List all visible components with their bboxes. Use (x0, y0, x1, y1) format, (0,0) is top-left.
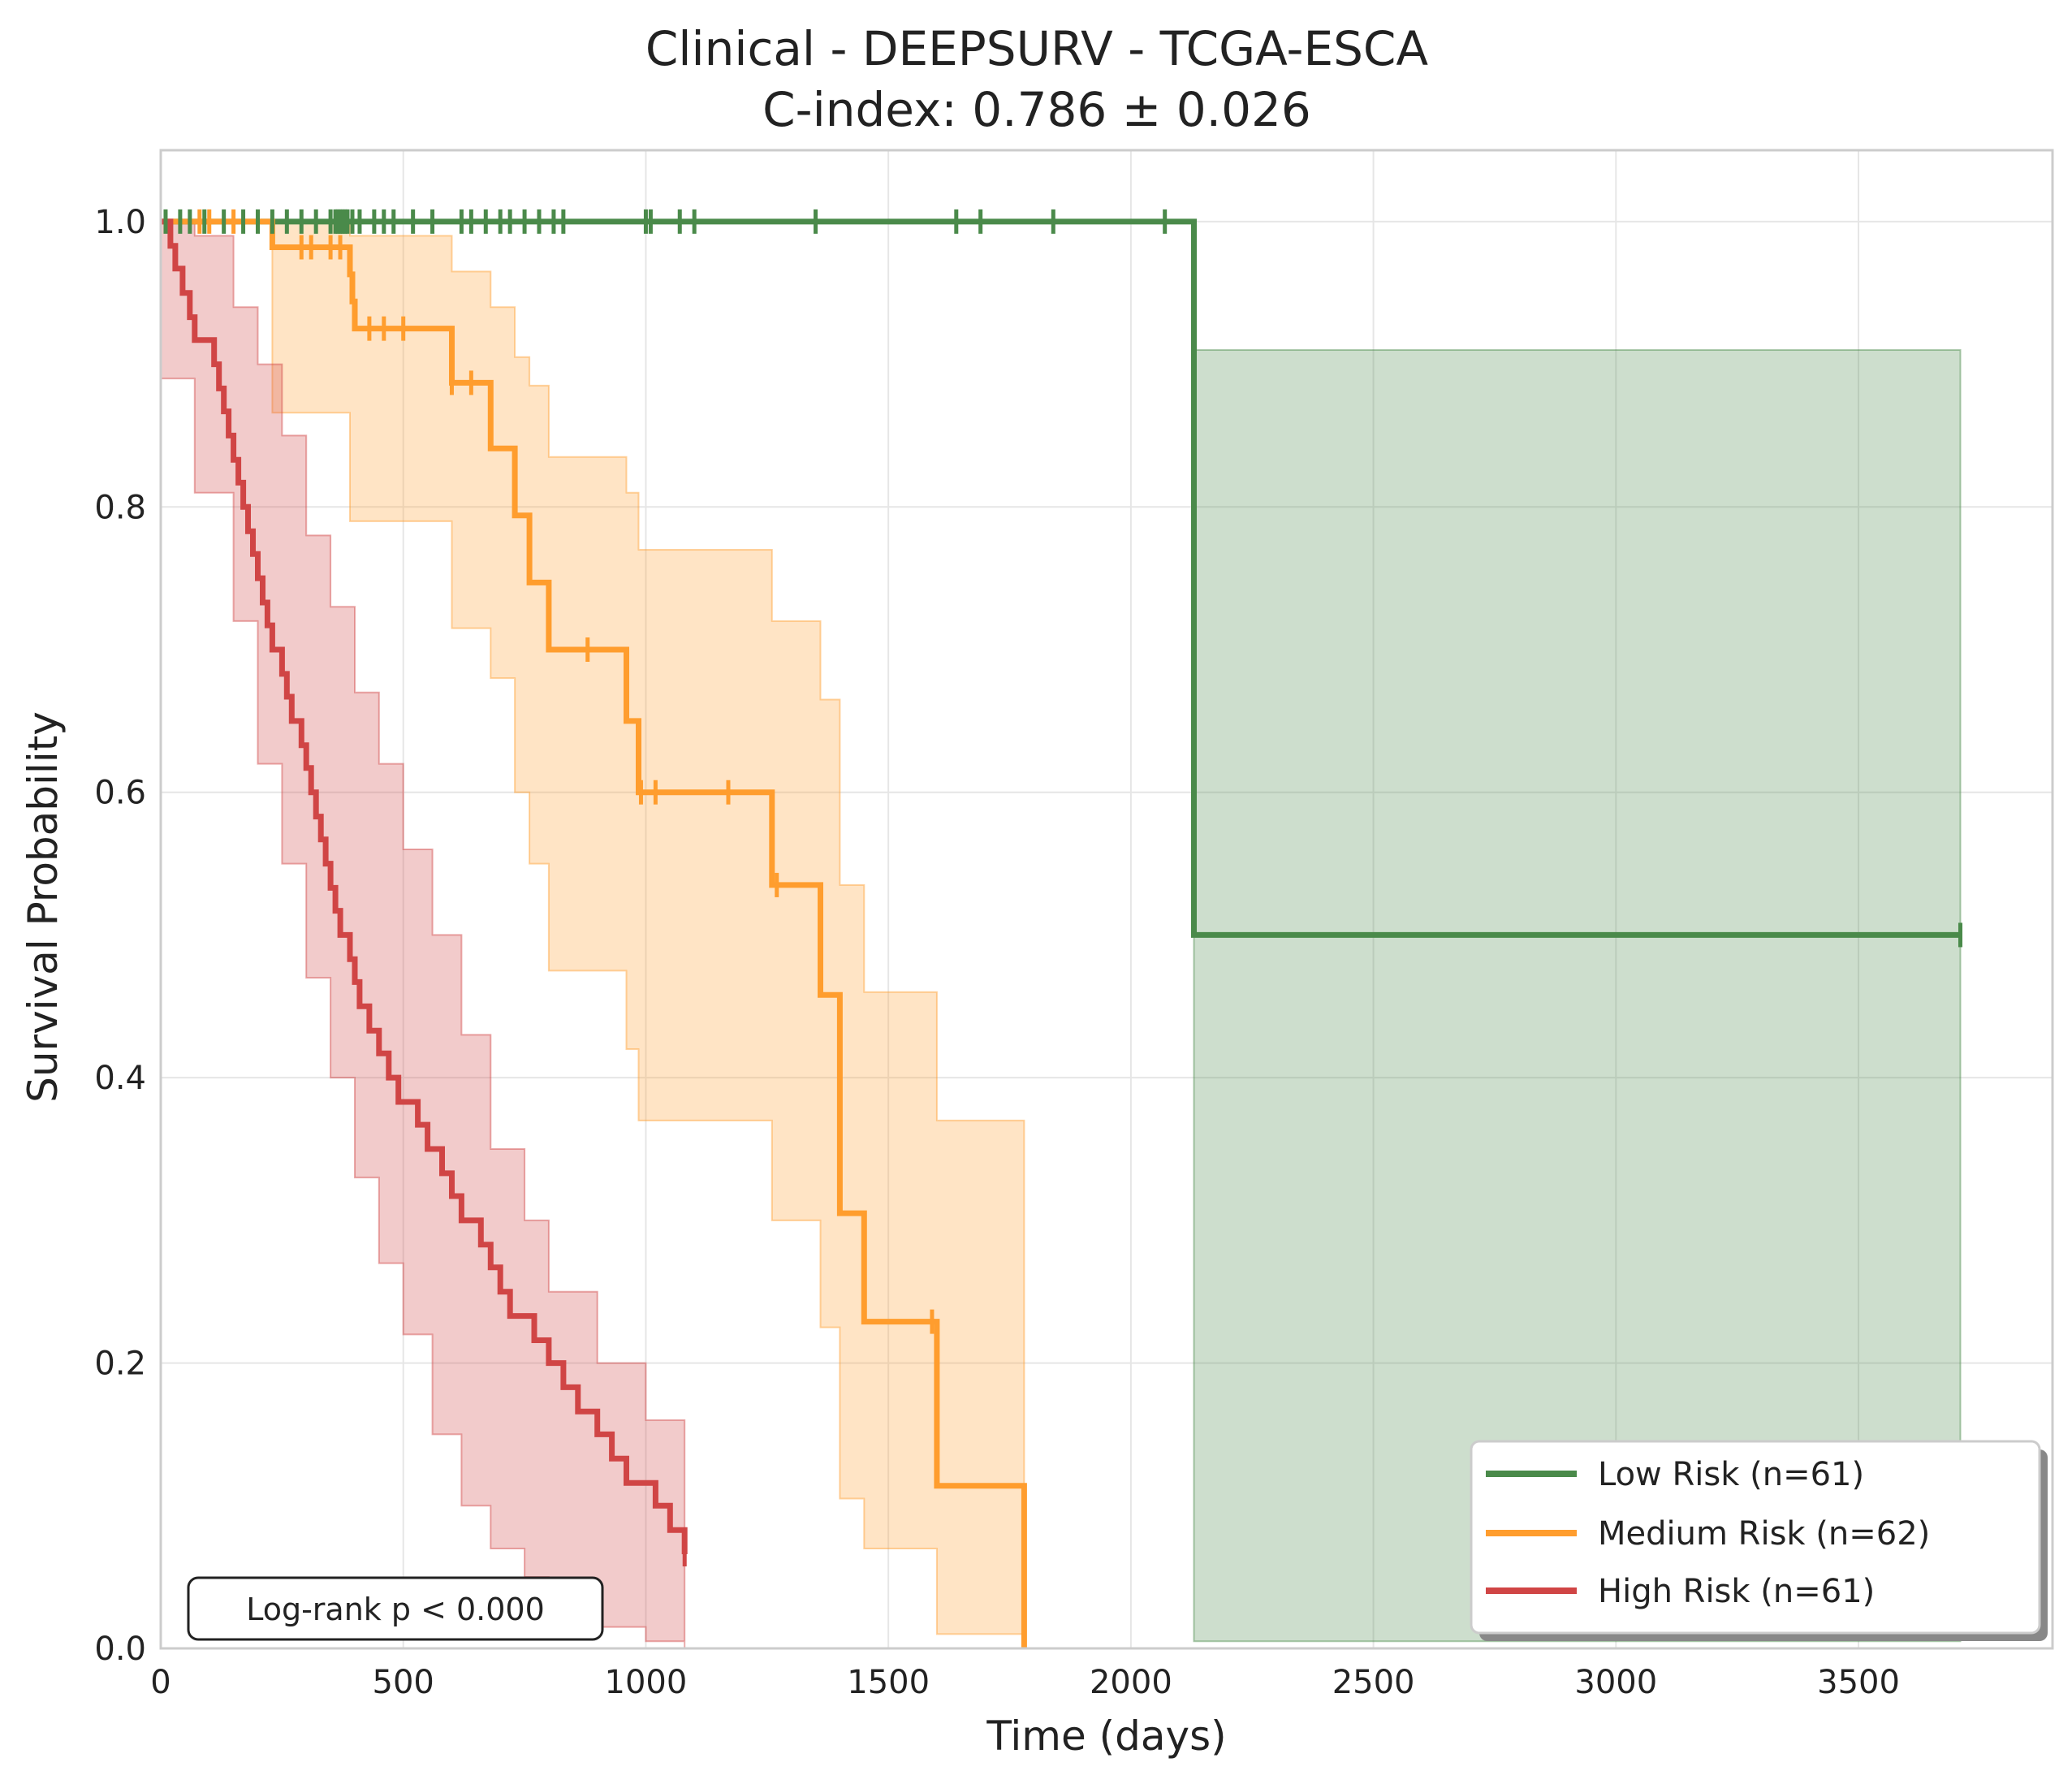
x-tick-label: 2000 (1090, 1664, 1172, 1701)
plot-background (161, 150, 2053, 1648)
ci-band-low (1193, 349, 1962, 1643)
x-tick-label: 500 (373, 1664, 434, 1701)
y-tick-label: 0.0 (94, 1631, 146, 1668)
legend-entry-high: High Risk (n=61) (1486, 1573, 1875, 1610)
x-axis-label: Time (days) (986, 1713, 1226, 1760)
y-axis-label: Survival Probability (19, 711, 67, 1103)
legend-label-high: High Risk (n=61) (1598, 1573, 1875, 1610)
logrank-annotation: Log-rank p < 0.000 (187, 1576, 604, 1641)
survival-curve-low (161, 218, 1961, 938)
plot-frame (159, 149, 2054, 1650)
x-tick-label: 1500 (847, 1664, 930, 1701)
y-tick-label: 0.6 (94, 775, 146, 812)
legend: Low Risk (n=61) Medium Risk (n=62) High … (1470, 1440, 2048, 1641)
censor-marks (163, 209, 1962, 1567)
chart-subtitle: C-index: 0.786 ± 0.026 (762, 82, 1311, 137)
y-tick-label: 0.2 (94, 1346, 146, 1383)
survival-curves (161, 218, 1961, 1648)
confidence-bands (160, 220, 1962, 1648)
survival-curve-medium (161, 218, 1027, 1648)
ci-band-high (160, 220, 686, 1648)
chart-title: Clinical - DEEPSURV - TCGA-ESCA (645, 21, 1429, 76)
y-tick-label: 0.4 (94, 1060, 146, 1097)
legend-label-low: Low Risk (n=61) (1598, 1456, 1864, 1493)
legend-box (1470, 1440, 2041, 1635)
annotation-text: Log-rank p < 0.000 (246, 1592, 545, 1627)
grid (160, 150, 2053, 1649)
axis-ticks: 0 500 1000 1500 2000 2500 3000 3500 0.0 0.2 0.4 0.6… (94, 204, 1900, 1701)
plot-area (159, 149, 2054, 1650)
annotation-box (187, 1576, 604, 1641)
x-tick-label: 3000 (1574, 1664, 1657, 1701)
x-tick-label: 0 (150, 1664, 171, 1701)
x-tick-label: 3500 (1817, 1664, 1900, 1701)
x-tick-label: 1000 (605, 1664, 688, 1701)
y-tick-label: 0.8 (94, 489, 146, 526)
y-tick-label: 1.0 (94, 204, 146, 241)
legend-label-medium: Medium Risk (n=62) (1598, 1515, 1930, 1553)
survival-curve-high (161, 218, 688, 1554)
x-tick-label: 2500 (1332, 1664, 1415, 1701)
legend-entry-medium: Medium Risk (n=62) (1486, 1515, 1930, 1553)
legend-entry-low: Low Risk (n=61) (1486, 1456, 1864, 1493)
